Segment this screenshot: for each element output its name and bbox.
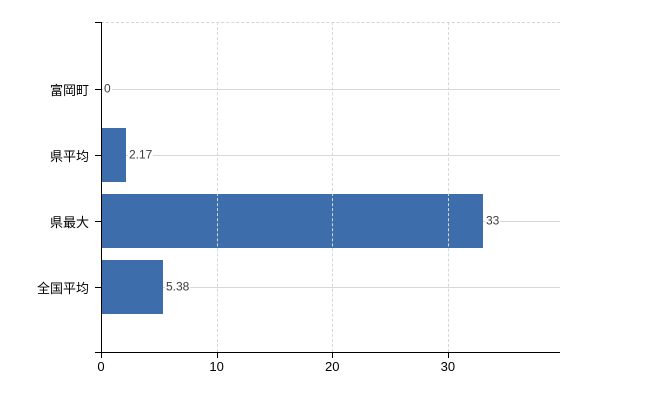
bar-value-label: 5.38 [165, 279, 191, 294]
bar-value-label: 0 [103, 81, 112, 96]
bar [101, 260, 163, 314]
bar [101, 128, 126, 182]
x-axis-tick-label: 20 [324, 359, 340, 374]
vertical-gridline [332, 22, 334, 352]
plot-area: 0 2.17 33 5.38 [101, 22, 560, 352]
bar-value-label: 33 [485, 213, 501, 228]
y-axis-tick [95, 89, 101, 90]
x-axis [95, 352, 560, 353]
y-axis-tick [95, 287, 101, 288]
bar [101, 194, 483, 248]
vertical-gridline [216, 22, 218, 352]
category-label: 県最大 [49, 214, 89, 230]
bar-row: 0 [101, 56, 560, 122]
bar-row: 2.17 [101, 122, 560, 188]
y-axis-tick [95, 155, 101, 156]
x-axis-tick [217, 352, 218, 358]
category-label: 県平均 [49, 148, 89, 164]
plot-top-border [101, 22, 560, 23]
category-label: 富岡町 [49, 82, 89, 98]
y-axis-top-tick [95, 22, 101, 23]
x-axis-tick [448, 352, 449, 358]
x-axis-tick-label: 0 [97, 359, 105, 374]
x-axis-tick-label: 30 [440, 359, 456, 374]
y-axis [101, 22, 102, 358]
horizontal-gridline [101, 287, 560, 288]
bar-rows: 0 2.17 33 5.38 [101, 56, 560, 320]
horizontal-gridline [101, 155, 560, 156]
y-axis-tick [95, 221, 101, 222]
bar-value-label: 2.17 [128, 147, 154, 162]
vertical-gridline [447, 22, 449, 352]
bar-row: 33 [101, 188, 560, 254]
horizontal-gridline [101, 89, 560, 90]
category-label: 全国平均 [36, 280, 89, 296]
x-axis-tick [332, 352, 333, 358]
x-axis-tick-label: 10 [209, 359, 224, 374]
bar-row: 5.38 [101, 254, 560, 320]
